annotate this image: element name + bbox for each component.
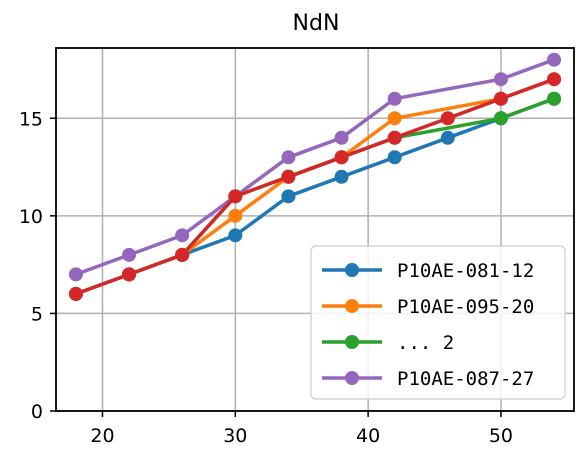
- data-point: [281, 169, 296, 184]
- legend-swatch-marker: [345, 335, 359, 349]
- data-point: [334, 169, 349, 184]
- data-point: [387, 91, 402, 106]
- data-point: [493, 111, 508, 126]
- data-point: [228, 208, 243, 223]
- data-point: [228, 228, 243, 243]
- legend-swatch-marker: [345, 263, 359, 277]
- data-point: [547, 72, 562, 87]
- axes-frame: [55, 47, 575, 412]
- data-point: [122, 247, 137, 262]
- data-point: [334, 130, 349, 145]
- legend-swatch-marker: [345, 299, 359, 313]
- data-point: [228, 189, 243, 204]
- x-tick-label: 20: [90, 425, 114, 447]
- legend-label: P10AE-081-12: [397, 260, 534, 282]
- data-point: [68, 267, 83, 282]
- data-point: [281, 150, 296, 165]
- data-point: [334, 150, 349, 165]
- data-point: [493, 72, 508, 87]
- x-tick-label: 30: [223, 425, 247, 447]
- data-point: [175, 228, 190, 243]
- legend-label: ... 2: [397, 332, 454, 354]
- data-point: [175, 247, 190, 262]
- data-point: [281, 189, 296, 204]
- data-point: [547, 52, 562, 67]
- legend-label: P10AE-095-20: [397, 296, 534, 318]
- legend-label: P10AE-087-27: [397, 368, 534, 390]
- legend: P10AE-081-12 P10AE-095-20 ... 2 P10AE-087-2…: [310, 245, 566, 400]
- series-line: [75, 77, 555, 296]
- data-point: [387, 130, 402, 145]
- legend-box: [310, 245, 566, 400]
- data-point: [440, 130, 455, 145]
- data-point: [440, 111, 455, 126]
- x-tick-label: 40: [356, 425, 380, 447]
- plot-area: [68, 52, 562, 301]
- series-group: [68, 72, 562, 301]
- data-point: [122, 267, 137, 282]
- chart-title: NdN: [293, 11, 340, 36]
- y-tick-label: 0: [31, 401, 43, 423]
- data-point: [387, 150, 402, 165]
- data-point: [387, 111, 402, 126]
- x-tick-label: 50: [489, 425, 513, 447]
- data-point: [68, 286, 83, 301]
- y-tick-label: 10: [19, 206, 43, 228]
- axis-ticks: 20 30 40 50 0 5 10 15: [19, 108, 513, 447]
- data-point: [547, 91, 562, 106]
- data-point: [493, 91, 508, 106]
- y-tick-label: 15: [19, 108, 43, 130]
- y-tick-label: 5: [31, 303, 43, 325]
- legend-swatch-marker: [345, 371, 359, 385]
